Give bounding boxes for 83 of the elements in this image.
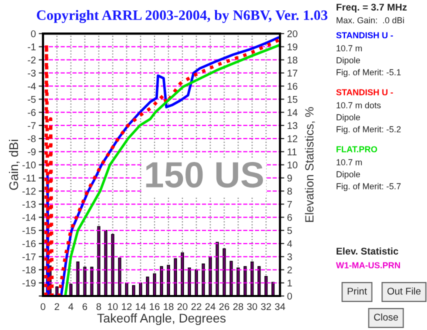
text: Dipole	[336, 114, 360, 122]
y-tick-label: -12	[22, 188, 36, 195]
x-tick-label: 8	[96, 303, 102, 310]
y2-tick-label: 12	[288, 135, 298, 142]
text: Out File	[387, 287, 421, 295]
y-tick-label: 0	[31, 30, 36, 38]
y2-tick-label: 4	[287, 240, 292, 248]
y-tick-label: -7	[28, 122, 36, 129]
x-tick-label: 12	[122, 303, 132, 310]
y2-tick-label: 2	[287, 266, 292, 274]
text: Dipole	[336, 170, 360, 180]
y2-tick-label: 11	[288, 148, 297, 156]
text: 10.7 m	[336, 45, 362, 52]
y-tick-label: -13	[22, 200, 36, 208]
y-tick-label: -1	[28, 44, 36, 50]
text: Fig. of Merit: -5.2	[336, 126, 401, 134]
y2-tick-label: 5	[287, 227, 292, 234]
y2-tick-label: 9	[287, 174, 292, 182]
x-tick-label: 32	[261, 303, 271, 310]
x-tick-label: 6	[82, 303, 88, 310]
text: Elev. Statistic	[336, 247, 398, 255]
y2-tick-label: 17	[288, 70, 298, 76]
x-tick-label: 24	[205, 303, 216, 310]
x-tick-label: 34	[274, 303, 286, 310]
y2-tick-label: 13	[288, 122, 298, 130]
x-tick-label: 28	[233, 303, 244, 310]
y-tick-label: -2	[28, 56, 36, 64]
x-tick-label: 30	[247, 303, 258, 310]
chart-title: Copyright ARRL 2003-2004, by N6BV, Ver. 1.03	[36, 10, 328, 24]
y-tick-label: -9	[28, 148, 36, 156]
y-tick-label: -15	[22, 227, 36, 234]
y-tick-label: -5	[28, 96, 36, 103]
text: STANDISH U -	[336, 32, 393, 38]
text: FLAT.PRO	[336, 146, 378, 152]
text: Close	[374, 313, 398, 321]
y2-tick-label: 1	[288, 280, 292, 286]
y2-tick-label: 15	[288, 96, 298, 103]
y2-tick-label: 20	[287, 30, 298, 38]
y2-tick-label: 16	[288, 82, 298, 90]
text: Fig. of Merit: -5.7	[336, 182, 401, 192]
y-tick-label: -14	[22, 214, 36, 221]
text: 10.7 m dots	[336, 102, 381, 108]
y-tick-label: -11	[23, 174, 36, 182]
y-tick-label: -16	[22, 240, 36, 248]
y-tick-label: -8	[28, 135, 36, 142]
y2-tick-label: 14	[288, 109, 298, 116]
y-tick-label: -19	[22, 280, 36, 286]
text: W1-MA-US.PRN	[336, 262, 400, 268]
x-tick-label: 22	[191, 303, 202, 310]
y2-tick-label: 3	[287, 253, 292, 260]
y-tick-label: -17	[22, 253, 36, 260]
x-tick-label: 18	[164, 303, 174, 310]
y-tick-label: -3	[28, 70, 36, 77]
y-tick-label: -4	[28, 82, 36, 90]
y2-tick-label: 0	[287, 292, 292, 300]
y2-tick-label: 7	[287, 200, 292, 208]
y-tick-label: -18	[22, 266, 36, 274]
text: 10.7 m	[336, 159, 362, 166]
y-tick-label: -10	[22, 162, 36, 168]
y-tick-label: -6	[28, 109, 36, 116]
x-tick-label: 4	[68, 303, 74, 310]
text: Max. Gain: .0 dBi	[336, 16, 404, 24]
x-tick-label: 20	[177, 303, 188, 310]
text: STANDISH U -	[336, 89, 393, 96]
y2-tick-label: 10	[288, 162, 298, 168]
x-tick-label: 16	[150, 303, 160, 310]
y2-tick-label: 8	[287, 188, 292, 195]
x-tick-label: 0	[40, 303, 46, 310]
x-tick-label: 10	[108, 303, 118, 310]
y2-axis-title: Elevation Statistics, %	[304, 107, 315, 222]
y2-tick-label: 18	[288, 56, 298, 64]
x-tick-label: 26	[219, 303, 230, 310]
text: Freq. = 3.7 MHz	[336, 4, 407, 13]
annotation: 150 US	[146, 162, 263, 188]
x-tick-label: 2	[54, 303, 60, 310]
x-tick-label: 14	[136, 303, 146, 310]
y2-tick-label: 6	[287, 214, 292, 221]
text: Dipole	[336, 56, 360, 66]
text: Fig. of Merit: -5.1	[336, 68, 401, 78]
y-axis-title: Gain, dBi	[8, 140, 20, 190]
text: Print	[348, 287, 367, 295]
x-axis-title: Takeoff Angle, Degrees	[97, 313, 226, 326]
y2-tick-label: 19	[288, 43, 298, 50]
